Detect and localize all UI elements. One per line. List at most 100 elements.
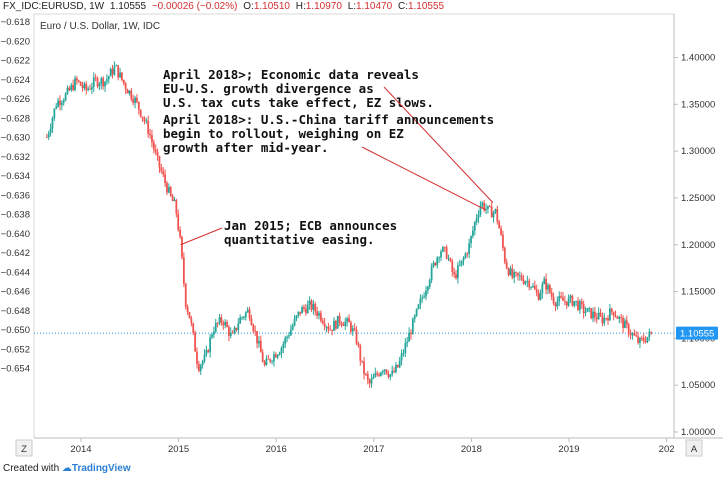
auto-scale-button[interactable]: A <box>685 439 703 457</box>
candle-body <box>565 301 568 306</box>
candle-body <box>186 306 189 313</box>
candle-body <box>627 324 630 335</box>
candle-body <box>603 318 606 324</box>
candle-body <box>505 262 508 269</box>
candle-body <box>398 360 401 368</box>
candle-body <box>329 329 332 331</box>
candle-body <box>361 360 364 362</box>
tradingview-brand[interactable]: TradingView <box>71 463 131 474</box>
auto-scale-label[interactable]: A <box>691 444 698 455</box>
candle-body <box>530 287 532 288</box>
candle-body <box>124 83 127 90</box>
candle-body <box>443 247 446 248</box>
candle-body <box>126 89 129 94</box>
candle-body <box>622 317 624 329</box>
candle-body <box>475 217 478 223</box>
candle-body <box>303 307 305 309</box>
candle-body <box>441 247 444 252</box>
left-axis-tick-label: −0.644 <box>1 267 30 278</box>
candle-body <box>417 304 420 309</box>
candle-body <box>169 187 172 196</box>
candle-body <box>453 272 456 275</box>
candle-body <box>372 376 375 379</box>
tradingview-logo-icon[interactable]: ☁ <box>61 463 72 474</box>
symbol-label[interactable]: FX_IDC:EURUSD, 1W <box>3 1 105 12</box>
candle-body <box>635 335 638 337</box>
candle-body <box>490 206 493 218</box>
candle-body <box>605 318 608 319</box>
candle-body <box>610 308 613 312</box>
candle-body <box>470 236 472 244</box>
candle-body <box>637 336 639 343</box>
low-value: 1.10470 <box>356 1 393 12</box>
left-axis: −0.618 −0.620 −0.622 −0.624 −0.626 −0.628 −0.6… <box>1 17 30 375</box>
candle-body <box>256 331 258 344</box>
candle-body <box>325 326 328 328</box>
left-axis-tick-label: −0.628 <box>1 113 30 124</box>
candle-body <box>59 100 61 105</box>
candle-body <box>203 354 206 362</box>
auto-scale-box[interactable] <box>685 439 703 457</box>
candle-body <box>182 257 185 284</box>
candle-body <box>466 253 469 255</box>
right-axis-tick-label: 1.00000 <box>681 427 715 438</box>
candle-body <box>51 118 54 129</box>
candle-body <box>184 283 187 307</box>
candle-body <box>250 318 253 326</box>
candle-body <box>496 209 499 222</box>
candle-body <box>299 311 302 314</box>
last-price-tag-label: 1.10555 <box>680 329 714 340</box>
candle-body <box>404 343 407 353</box>
candle-body <box>385 369 388 374</box>
candle-body <box>104 81 106 87</box>
zoom-corner-box[interactable] <box>15 439 33 457</box>
candle-body <box>545 278 548 290</box>
candle-body <box>269 359 272 362</box>
time-axis-tick-label: 2016 <box>266 444 287 455</box>
candle-body <box>49 128 52 134</box>
candle-body <box>235 327 238 330</box>
candle-body <box>640 337 643 339</box>
left-axis-tick-label: −0.648 <box>1 306 30 317</box>
candle-body <box>425 290 427 297</box>
candle-body <box>263 362 266 365</box>
annotation-arrow-line <box>383 86 494 203</box>
candle-body <box>483 202 486 210</box>
candle-body <box>280 347 283 354</box>
candle-body <box>273 354 275 362</box>
time-axis-tick-label: 2018 <box>461 444 482 455</box>
zoom-corner-button[interactable]: Z <box>15 439 33 457</box>
candle-body <box>594 311 596 318</box>
candle-body <box>218 317 221 324</box>
candle-body <box>192 323 195 333</box>
candle-body <box>590 308 593 319</box>
zoom-corner-label[interactable]: Z <box>21 444 27 455</box>
candle-body <box>432 262 435 267</box>
candle-body <box>616 316 619 319</box>
annotation: April 2018>: U.S.-China tariff announcem… <box>163 112 494 211</box>
candle-body <box>500 228 502 235</box>
candle-body <box>599 312 602 316</box>
left-axis-tick-label: −0.620 <box>1 36 30 47</box>
candle-body <box>498 221 501 229</box>
candle-body <box>449 258 452 261</box>
change-value: −0.00026 (−0.02%) <box>151 1 238 12</box>
candle-body <box>370 378 373 384</box>
candle-body <box>199 365 202 371</box>
candle-body <box>130 90 133 100</box>
candle-body <box>295 315 298 319</box>
candle-body <box>408 332 410 342</box>
candle-body <box>115 65 118 67</box>
candle-body <box>502 234 504 248</box>
candle-body <box>291 325 294 330</box>
time-axis-tick-label: 2014 <box>70 444 91 455</box>
candle-body <box>90 87 93 90</box>
candle-body <box>319 312 322 321</box>
candle-body <box>526 280 529 282</box>
candle-body <box>533 285 536 290</box>
candle-body <box>580 301 583 304</box>
candle-body <box>171 195 174 202</box>
candle-body <box>87 88 90 90</box>
